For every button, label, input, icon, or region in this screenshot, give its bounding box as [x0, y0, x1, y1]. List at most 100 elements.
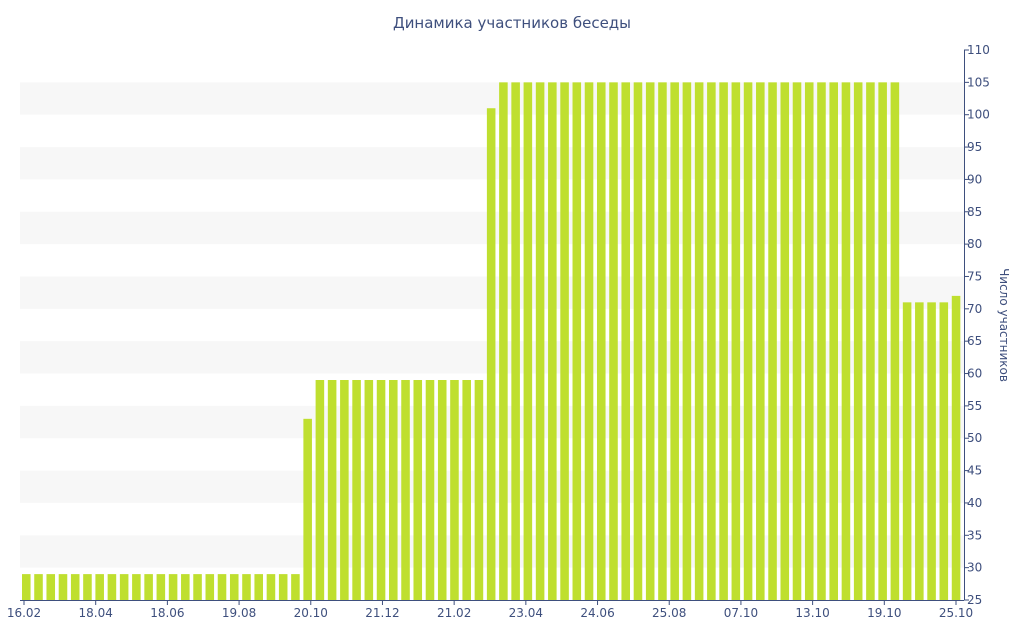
bar — [413, 380, 423, 600]
bar — [119, 574, 129, 600]
y-tick-label: 105 — [967, 75, 990, 89]
x-tick-label: 25.10 — [939, 606, 973, 620]
bar — [144, 574, 153, 600]
y-tick-label: 45 — [967, 464, 982, 478]
y-tick-label: 55 — [967, 399, 982, 413]
y-tick-label: 90 — [967, 172, 982, 186]
y-axis-label: Число участников — [997, 268, 1011, 382]
y-tick-label: 60 — [967, 367, 982, 381]
x-tick-label: 19.10 — [867, 606, 901, 620]
bar — [242, 574, 251, 600]
x-tick-label: 20.10 — [294, 606, 328, 620]
bar — [804, 82, 814, 601]
bar — [694, 82, 704, 601]
bars — [22, 82, 961, 601]
bar — [645, 82, 655, 601]
x-tick-label: 18.04 — [79, 606, 113, 620]
bar — [878, 82, 887, 601]
bar — [523, 82, 533, 601]
bar — [83, 574, 92, 600]
y-tick-label: 85 — [967, 205, 982, 219]
bar — [364, 380, 374, 600]
bar — [327, 380, 337, 600]
bar — [58, 574, 68, 600]
bar — [915, 302, 924, 600]
x-tick-label: 13.10 — [795, 606, 829, 620]
bar — [22, 574, 31, 600]
bar — [254, 574, 263, 600]
bar — [658, 82, 667, 601]
bar — [841, 82, 851, 601]
x-tick-label: 24.06 — [580, 606, 614, 620]
bar — [866, 82, 875, 601]
y-tick-label: 75 — [967, 269, 982, 283]
bar — [437, 380, 447, 600]
bar — [193, 574, 202, 600]
x-tick-label: 21.02 — [437, 606, 471, 620]
y-tick-label: 100 — [967, 108, 990, 122]
bar — [132, 574, 141, 600]
y-tick-label: 40 — [967, 496, 982, 510]
bar — [621, 82, 631, 601]
bar — [401, 380, 410, 600]
bar — [927, 302, 936, 600]
bar — [743, 82, 753, 601]
x-tick-label: 18.06 — [150, 606, 184, 620]
bar — [682, 82, 692, 601]
bar — [719, 82, 728, 601]
bar — [291, 574, 300, 600]
bar — [609, 82, 618, 601]
bar — [205, 574, 215, 600]
bar — [389, 380, 398, 600]
y-tick-label: 50 — [967, 431, 982, 445]
x-tick-label: 16.02 — [7, 606, 41, 620]
bar — [756, 82, 765, 601]
bar — [315, 380, 325, 600]
y-tick-label: 30 — [967, 561, 982, 575]
bar — [303, 418, 312, 600]
bar — [278, 574, 288, 600]
bar — [890, 82, 900, 601]
x-tick-label: 07.10 — [724, 606, 758, 620]
bar — [217, 574, 227, 600]
bar — [902, 302, 912, 600]
y-tick-label: 70 — [967, 302, 982, 316]
chart-title: Динамика участников беседы — [393, 14, 631, 32]
bar — [707, 82, 716, 601]
bar — [670, 82, 679, 601]
y-tick-label: 35 — [967, 528, 982, 542]
y-axis: 25 30 35 40 45 50 55 60 65 70 75 80 85 90 95 100 105 110 — [964, 43, 990, 607]
bar — [46, 574, 56, 600]
bar — [829, 82, 838, 601]
bar — [34, 574, 43, 600]
bar — [768, 82, 777, 601]
bar — [560, 82, 569, 601]
y-tick-label: 80 — [967, 237, 982, 251]
x-tick-label: 19.08 — [222, 606, 256, 620]
y-tick-label: 65 — [967, 334, 982, 348]
bar — [462, 380, 471, 600]
bar — [107, 574, 117, 600]
bar — [499, 82, 508, 601]
y-tick-label: 110 — [967, 43, 990, 57]
bar — [792, 82, 802, 601]
bar — [939, 302, 949, 600]
bar — [474, 380, 484, 600]
bar — [535, 82, 545, 601]
bar — [731, 82, 741, 601]
x-tick-label: 21.12 — [365, 606, 399, 620]
bar — [584, 82, 594, 601]
bar — [596, 82, 606, 601]
bar — [951, 295, 961, 600]
bar — [817, 82, 826, 601]
x-tick-label: 25.08 — [652, 606, 686, 620]
bar — [229, 574, 239, 600]
y-tick-label: 95 — [967, 140, 982, 154]
bar — [352, 380, 361, 600]
bar — [425, 380, 435, 600]
bar — [450, 380, 459, 600]
bar — [168, 574, 178, 600]
bar — [340, 380, 349, 600]
